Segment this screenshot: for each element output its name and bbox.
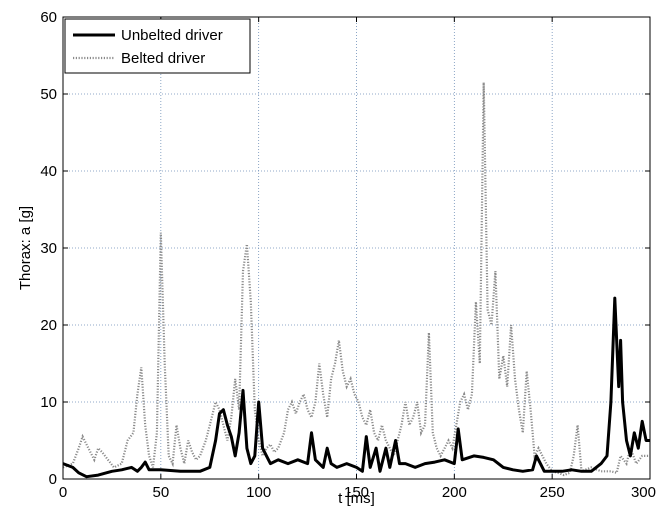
legend: Unbelted driver Belted driver (64, 18, 251, 74)
legend-label-unbelted: Unbelted driver (121, 27, 223, 44)
series-line-unbelted (62, 296, 650, 479)
x-axis-label: t [ms] (338, 490, 375, 507)
series-layer (62, 82, 650, 479)
y-tick-label: 10 (40, 394, 57, 411)
y-tick-label: 0 (49, 471, 57, 488)
legend-label-belted: Belted driver (121, 50, 205, 67)
y-tick-label: 60 (40, 9, 57, 26)
legend-box (64, 18, 251, 74)
y-tick-label: 30 (40, 240, 57, 257)
x-tick-label: 50 (152, 484, 169, 501)
x-tick-label: 0 (59, 484, 67, 501)
y-axis-label: Thorax: a [g] (17, 206, 34, 290)
x-tick-label: 100 (246, 484, 271, 501)
y-tick-label: 40 (40, 163, 57, 180)
x-tick-label: 150 (344, 484, 369, 501)
x-tick-label: 200 (442, 484, 467, 501)
x-tick-label: 300 (631, 484, 656, 501)
x-tick-label: 250 (540, 484, 565, 501)
series-line-belted (62, 82, 650, 477)
ticks: 0 50 100 150 200 250 300 0 10 20 30 40 50 60 (40, 9, 656, 501)
grid (62, 16, 651, 480)
y-tick-label: 20 (40, 317, 57, 334)
y-tick-label: 50 (40, 86, 57, 103)
